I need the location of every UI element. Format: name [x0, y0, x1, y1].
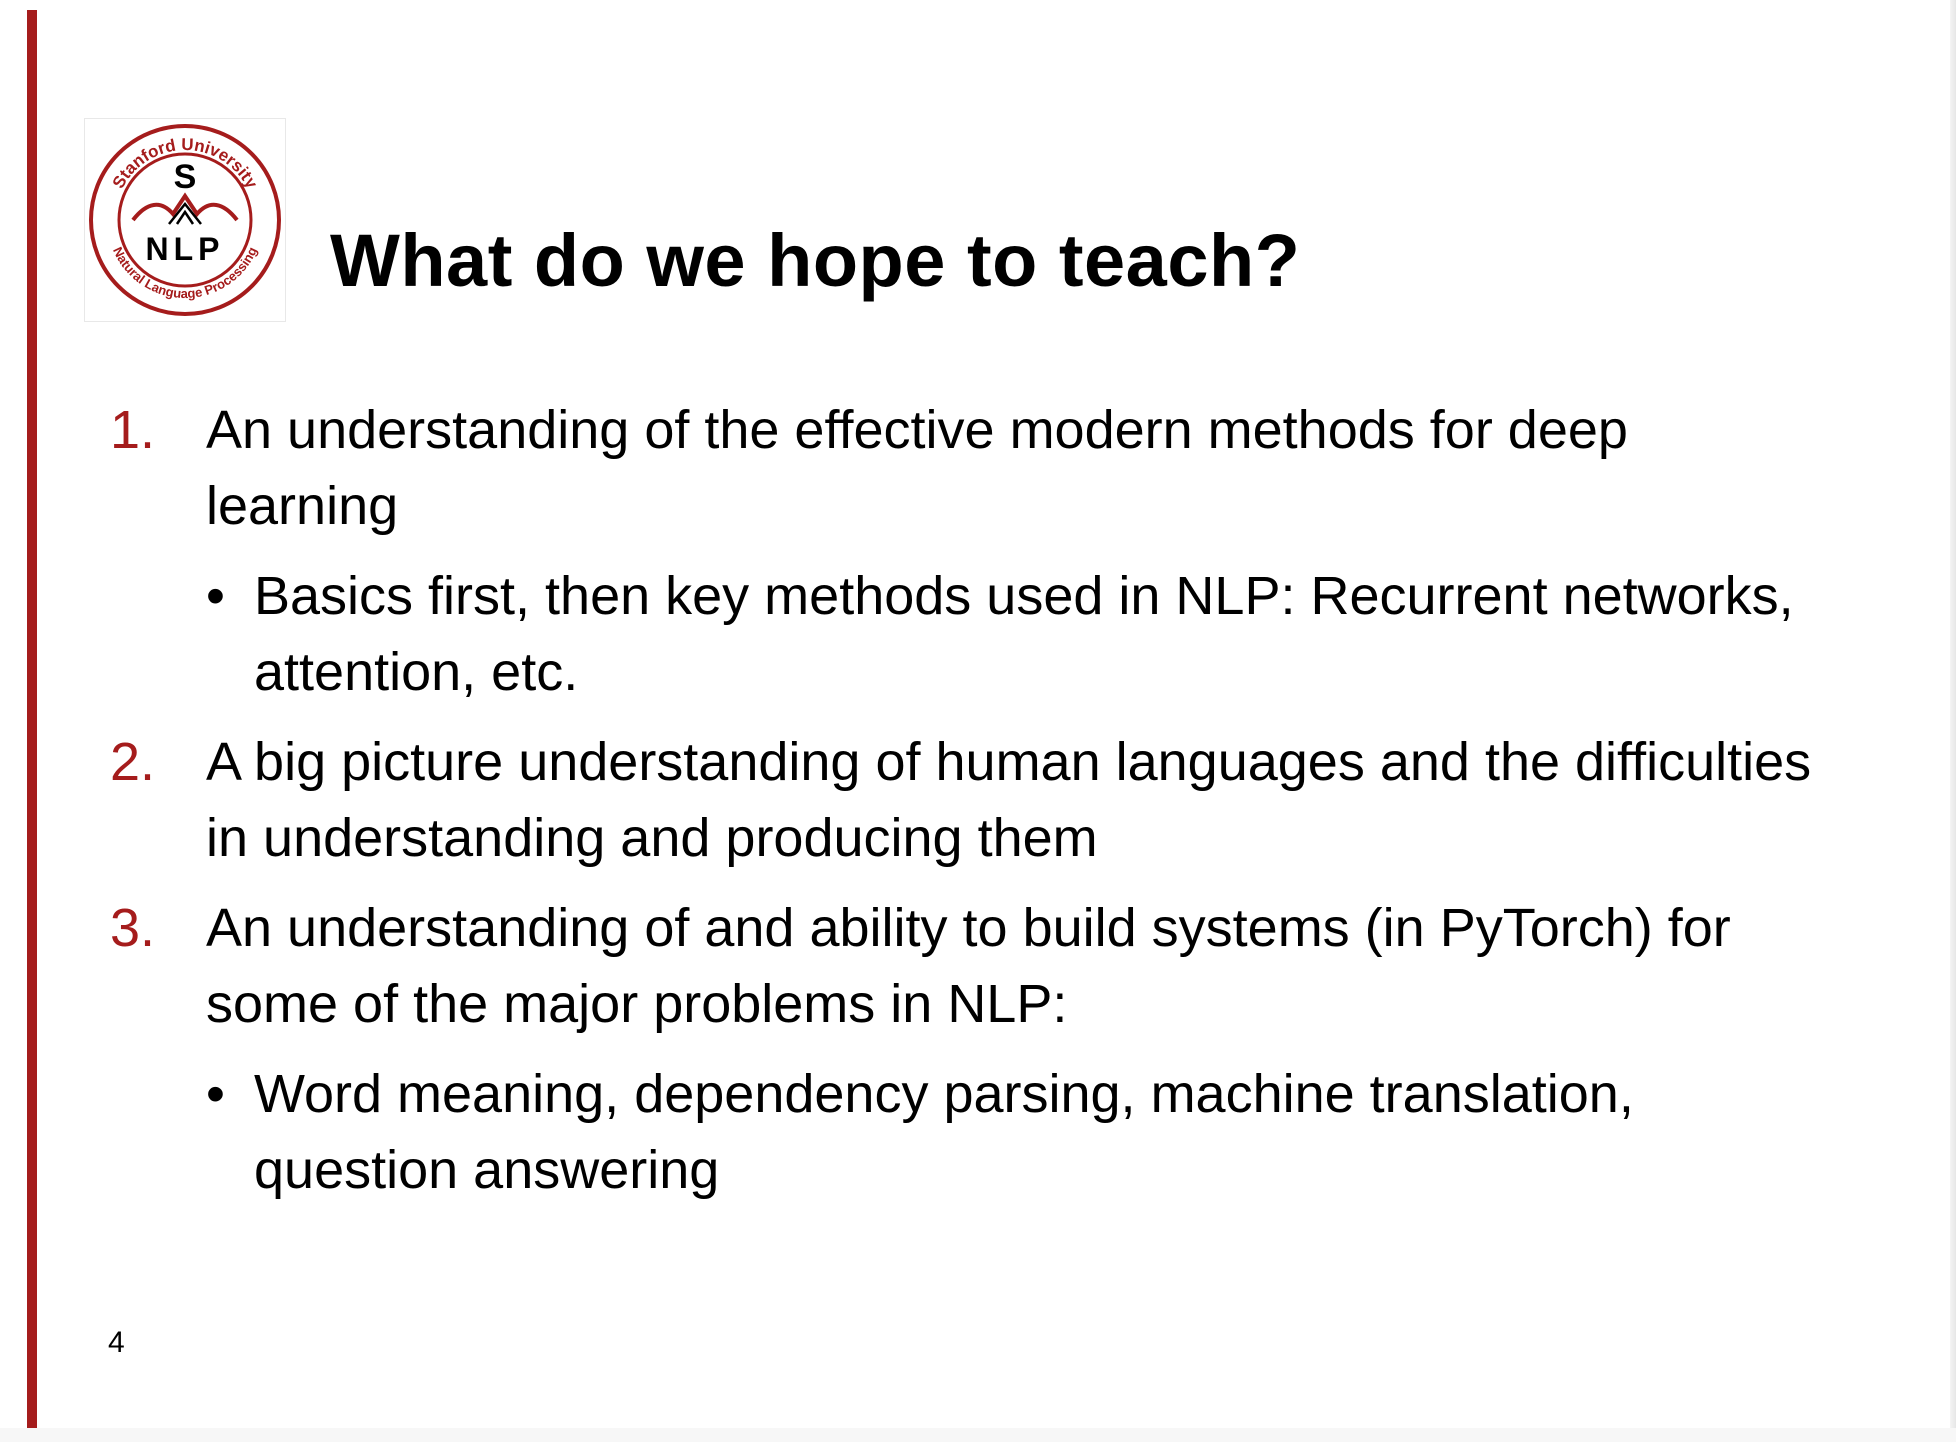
sub-bullet-1: • Basics first, then key methods used in… [110, 558, 1830, 710]
slide-title: What do we hope to teach? [330, 219, 1301, 302]
left-accent-bar [27, 10, 37, 1430]
sub-bullet-text: Word meaning, dependency parsing, machin… [254, 1064, 1634, 1200]
slide-content: 1. An understanding of the effective mod… [110, 392, 1830, 1222]
list-item-2: 2. A big picture understanding of human … [110, 724, 1830, 876]
item-number: 1. [110, 400, 156, 460]
stanford-nlp-logo: Stanford University Natural Language Pro… [84, 118, 286, 322]
logo-seal-icon: Stanford University Natural Language Pro… [89, 124, 281, 316]
logo-acronym: NLP [146, 231, 225, 267]
item-text: A big picture understanding of human lan… [206, 732, 1812, 868]
item-number: 2. [110, 732, 156, 792]
bullet-icon: • [206, 1064, 225, 1124]
list-item-3: 3. An understanding of and ability to bu… [110, 890, 1830, 1042]
page-number: 4 [108, 1326, 125, 1359]
item-text: An understanding of and ability to build… [206, 898, 1731, 1034]
item-text: An understanding of the effective modern… [206, 400, 1628, 536]
item-number: 3. [110, 898, 156, 958]
sub-bullet-text: Basics first, then key methods used in N… [254, 566, 1794, 702]
logo-letter: S [174, 158, 197, 196]
list-item-1: 1. An understanding of the effective mod… [110, 392, 1830, 544]
bottom-edge [0, 1428, 1956, 1442]
sub-bullet-3: • Word meaning, dependency parsing, mach… [110, 1056, 1830, 1208]
right-edge [1950, 0, 1956, 1442]
bullet-icon: • [206, 566, 225, 626]
